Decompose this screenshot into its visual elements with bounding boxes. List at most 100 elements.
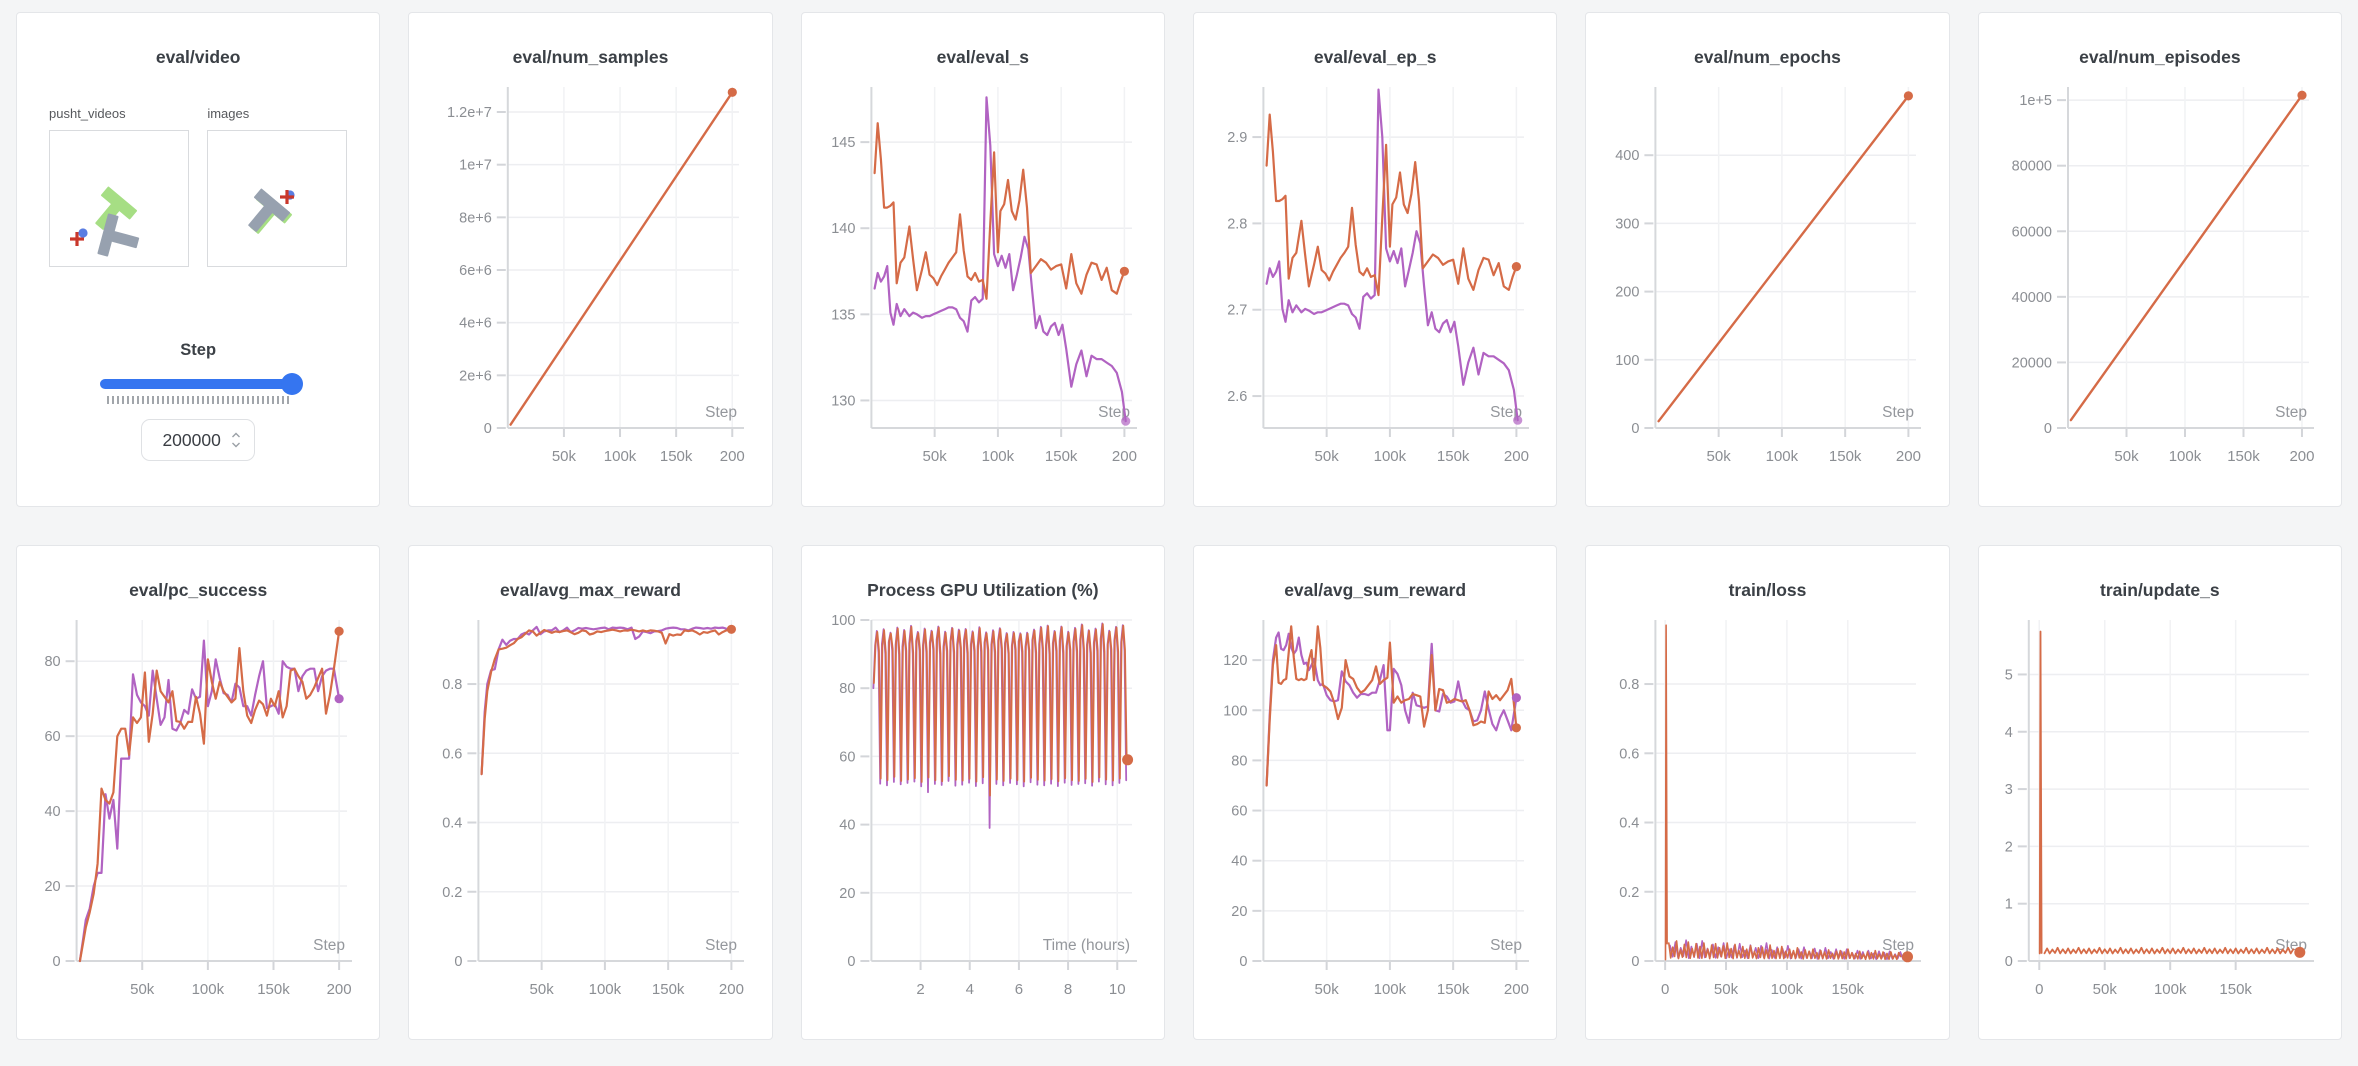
target-cross-icon: [70, 232, 84, 246]
svg-text:40000: 40000: [2011, 290, 2051, 306]
svg-text:0.6: 0.6: [443, 746, 463, 762]
svg-text:Step: Step: [1490, 404, 1522, 421]
svg-text:3: 3: [2004, 782, 2012, 798]
step-slider-track[interactable]: [100, 379, 297, 389]
step-slider-handle[interactable]: [281, 373, 304, 395]
svg-text:0.6: 0.6: [1620, 746, 1640, 762]
svg-text:0: 0: [1661, 981, 1669, 998]
chart-title: eval/eval_ep_s: [1313, 47, 1437, 67]
chart-panel-process-gpu-utilization: Process GPU Utilization (%) 0 20 40 60 80 100…: [800, 545, 1165, 1040]
media-label: images: [207, 106, 250, 121]
svg-text:4: 4: [965, 981, 973, 998]
svg-text:50k: 50k: [130, 981, 155, 998]
chart-title: eval/eval_s: [936, 47, 1030, 67]
svg-text:140: 140: [831, 221, 855, 237]
chart-canvas[interactable]: 2.6 2.7 2.8 2.9 50k 100k 150k 200 Step: [1194, 70, 1557, 490]
svg-text:0: 0: [2044, 421, 2052, 437]
chart-title: Process GPU Utilization (%): [867, 580, 1099, 600]
chart-title: eval/num_samples: [512, 47, 669, 67]
svg-text:1e+5: 1e+5: [2019, 93, 2052, 109]
svg-text:150k: 150k: [1437, 448, 1470, 465]
svg-text:2: 2: [2004, 839, 2012, 855]
stepper-up-down-icon[interactable]: [231, 429, 241, 451]
panel-title: eval/video: [155, 47, 241, 67]
chart-canvas[interactable]: 0 20 40 60 80 50k 100k 150k 200 Step: [17, 603, 380, 1023]
step-slider-ticks: [107, 396, 290, 404]
chart-canvas[interactable]: 0 2e+6 4e+6 6e+6 8e+6 1e+7 1.2e+7 50k 100k 150k 20…: [409, 70, 772, 490]
chart-title: eval/avg_max_reward: [500, 580, 681, 600]
chart-canvas[interactable]: 0 100 200 300 400 50k 100k 150k 200 Step: [1586, 70, 1949, 490]
svg-text:100k: 100k: [2154, 981, 2187, 998]
svg-text:100k: 100k: [1766, 448, 1799, 465]
chart-panel-eval-eval-ep-s: eval/eval_ep_s 2.6 2.7 2.8 2.9 50k 100k 150k 20…: [1193, 12, 1558, 507]
svg-text:2.8: 2.8: [1227, 216, 1247, 232]
svg-text:8: 8: [1064, 981, 1072, 998]
svg-text:0: 0: [484, 421, 492, 437]
svg-text:130: 130: [831, 393, 855, 409]
svg-text:0: 0: [847, 954, 855, 970]
svg-text:20: 20: [1231, 904, 1247, 920]
svg-text:80: 80: [839, 681, 855, 697]
svg-text:150k: 150k: [1045, 448, 1078, 465]
svg-text:100k: 100k: [1374, 448, 1407, 465]
svg-text:0: 0: [1632, 954, 1640, 970]
svg-text:100: 100: [1223, 703, 1247, 719]
svg-text:0: 0: [1239, 954, 1247, 970]
chart-canvas[interactable]: 130 135 140 145 50k 100k 150k 200 Step: [802, 70, 1165, 490]
chart-panel-eval-avg-sum-reward: eval/avg_sum_reward 0 20 40 60 80 100 120 50k 10…: [1193, 545, 1558, 1040]
chart-panel-eval-avg-max-reward: eval/avg_max_reward 0 0.2 0.4 0.6 0.8 50k 100k…: [408, 545, 773, 1040]
svg-text:145: 145: [831, 135, 855, 151]
svg-text:200: 200: [2289, 448, 2314, 465]
pusht-video-thumbnail[interactable]: [49, 130, 189, 267]
svg-text:150k: 150k: [1832, 981, 1865, 998]
svg-text:1.2e+7: 1.2e+7: [447, 105, 492, 121]
chart-title: train/loss: [1728, 580, 1807, 600]
step-slider[interactable]: [100, 373, 304, 395]
svg-text:100: 100: [831, 613, 855, 629]
svg-text:80: 80: [44, 654, 60, 670]
svg-text:Time (hours): Time (hours): [1042, 937, 1129, 954]
svg-text:0.4: 0.4: [1620, 816, 1640, 832]
svg-text:0.8: 0.8: [443, 677, 463, 693]
svg-text:100k: 100k: [1771, 981, 1804, 998]
svg-text:50k: 50k: [1315, 448, 1340, 465]
step-value-box: [141, 419, 256, 461]
svg-text:150k: 150k: [2227, 448, 2260, 465]
svg-text:50k: 50k: [1707, 448, 1732, 465]
svg-text:0.4: 0.4: [443, 816, 463, 832]
svg-text:Step: Step: [705, 937, 737, 954]
svg-text:0: 0: [53, 954, 61, 970]
svg-text:200: 200: [1896, 448, 1921, 465]
svg-text:Step: Step: [1098, 404, 1130, 421]
media-label: pusht_videos: [49, 106, 126, 121]
chart-canvas[interactable]: 0 0.2 0.4 0.6 0.8 0 50k 100k 150k Step: [1586, 603, 1949, 1023]
svg-text:8e+6: 8e+6: [459, 210, 492, 226]
images-thumbnail[interactable]: [207, 130, 348, 267]
svg-text:200: 200: [1504, 981, 1529, 998]
svg-text:50k: 50k: [552, 448, 577, 465]
pusht-scene-icon: [248, 188, 295, 234]
svg-text:120: 120: [1223, 653, 1247, 669]
chart-canvas[interactable]: 0 20 40 60 80 100 120 50k 100k 150k 200 Step: [1194, 603, 1557, 1023]
chart-title: eval/pc_success: [129, 580, 268, 600]
svg-text:20: 20: [839, 886, 855, 902]
svg-text:Step: Step: [705, 404, 737, 421]
svg-text:300: 300: [1616, 216, 1640, 232]
svg-text:150k: 150k: [1829, 448, 1862, 465]
svg-text:50k: 50k: [1714, 981, 1739, 998]
step-value-input[interactable]: [155, 429, 228, 451]
svg-text:200: 200: [719, 981, 744, 998]
chart-canvas[interactable]: 0 0.2 0.4 0.6 0.8 50k 100k 150k 200 Step: [409, 603, 772, 1023]
chart-canvas[interactable]: 0 20 40 60 80 100 2 4 6 8 10 Time (hours): [802, 603, 1165, 1023]
svg-text:0: 0: [2035, 981, 2043, 998]
chart-panel-eval-num-epochs: eval/num_epochs 0 100 200 300 400 50k 100k 150k…: [1585, 12, 1950, 507]
svg-text:50k: 50k: [2092, 981, 2117, 998]
svg-text:50k: 50k: [922, 448, 947, 465]
chart-canvas[interactable]: 0 20000 40000 60000 80000 1e+5 50k 100k 150k 200 S…: [1979, 70, 2342, 490]
svg-text:Step: Step: [1882, 404, 1914, 421]
svg-text:Step: Step: [2275, 404, 2307, 421]
svg-text:0.2: 0.2: [1620, 885, 1640, 901]
svg-text:60: 60: [839, 749, 855, 765]
